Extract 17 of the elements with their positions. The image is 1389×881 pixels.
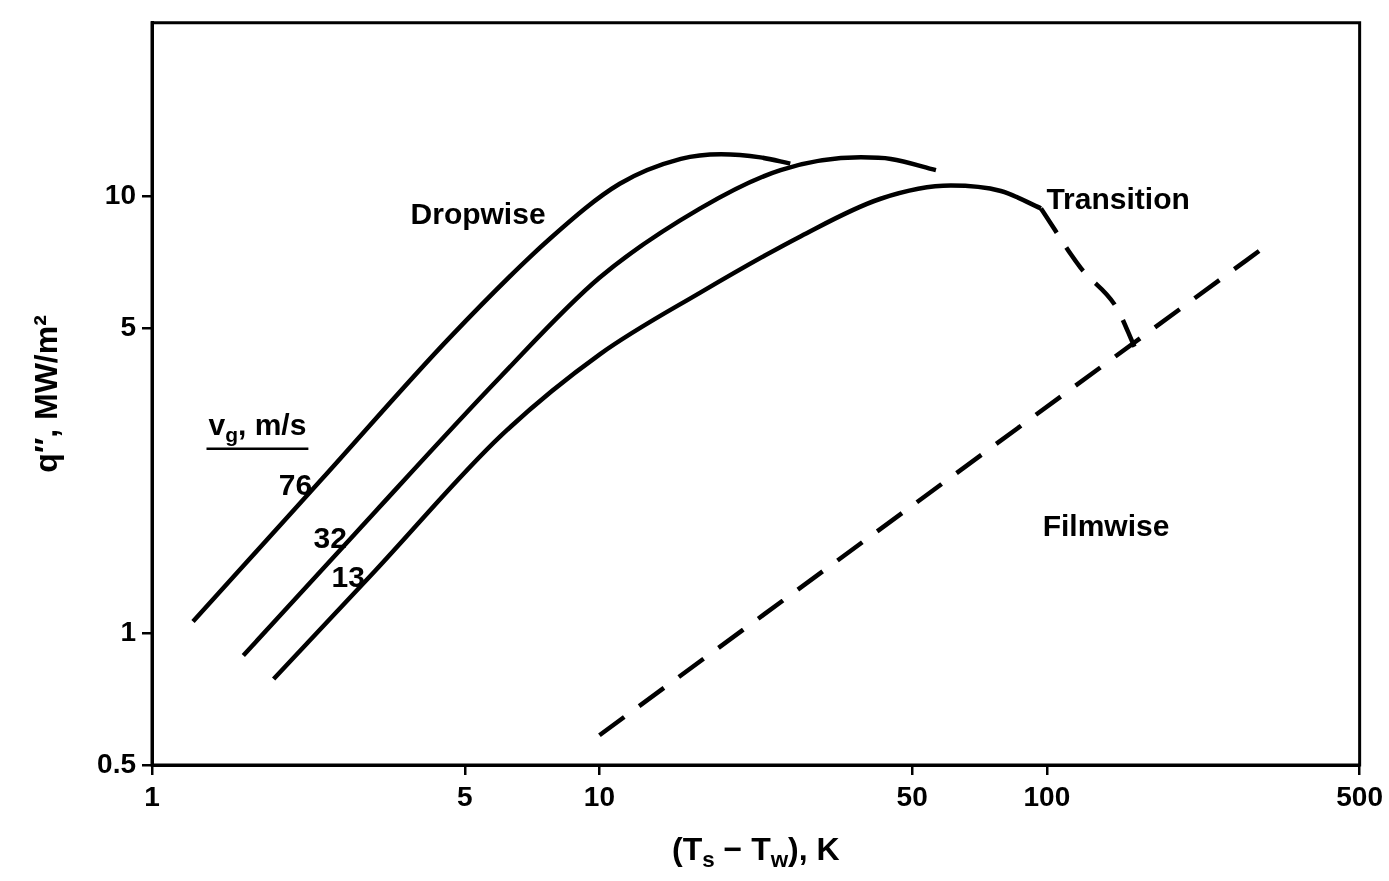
y-tick-label: 1 xyxy=(120,616,136,648)
y-tick-label: 10 xyxy=(104,179,136,211)
y-axis-title: q″, MW/m² xyxy=(27,315,64,473)
x-tick-label: 5 xyxy=(456,780,473,812)
series-label: 32 xyxy=(313,520,347,554)
x-tick-label: 500 xyxy=(1336,780,1383,812)
x-tick-label: 10 xyxy=(583,780,616,812)
x-tick-label: 50 xyxy=(896,780,928,812)
y-tick-label: 0.5 xyxy=(97,747,136,779)
x-tick-label: 100 xyxy=(1023,780,1071,812)
series-label: 13 xyxy=(331,560,365,594)
y-tick-label: 5 xyxy=(120,310,136,342)
annotation: Filmwise xyxy=(1042,508,1170,542)
legend-label: 76 xyxy=(278,468,313,502)
annotation: Transition xyxy=(1046,182,1190,216)
annotation: Dropwise xyxy=(410,197,546,231)
x-tick-label: 1 xyxy=(144,780,160,812)
